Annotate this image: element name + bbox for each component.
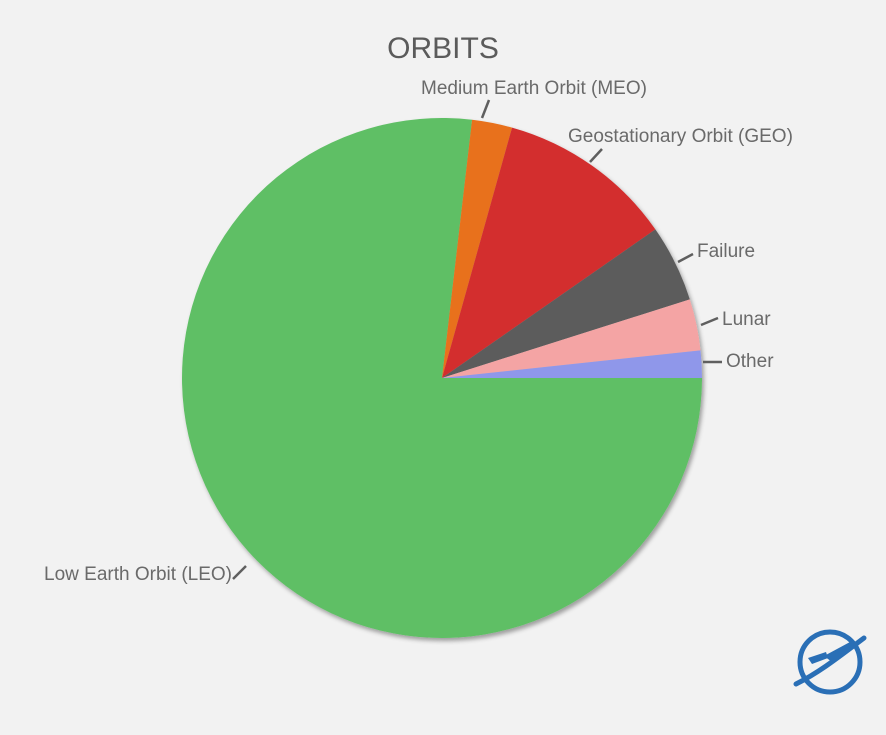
pie-slice-low-earth-orbit-leo [182, 118, 703, 639]
orbit-logo-icon [793, 629, 867, 695]
slice-label: Failure [697, 241, 755, 262]
leader-line [232, 565, 247, 580]
pie-slice-other [442, 350, 702, 378]
leader-line [589, 148, 603, 163]
slice-label: Geostationary Orbit (GEO) [568, 126, 793, 147]
leader-line [677, 252, 694, 264]
leader-line [480, 99, 491, 119]
pie-slice-lunar [442, 299, 701, 378]
leader-line [700, 316, 719, 327]
slice-label: Medium Earth Orbit (MEO) [421, 78, 647, 99]
slice-labels: Low Earth Orbit (LEO) Medium Earth Orbit … [44, 78, 793, 585]
pie-slices [182, 118, 703, 639]
chart-title: ORBITS [387, 32, 499, 65]
leader-lines [232, 99, 722, 580]
pie-slice-geostationary-orbit-geo [442, 127, 656, 378]
slice-label: Lunar [722, 309, 771, 330]
pie-slice-failure [442, 229, 690, 378]
pie-slice-medium-earth-orbit-meo [442, 119, 513, 378]
slice-label: Other [726, 351, 774, 372]
slice-label: Low Earth Orbit (LEO) [44, 564, 232, 585]
